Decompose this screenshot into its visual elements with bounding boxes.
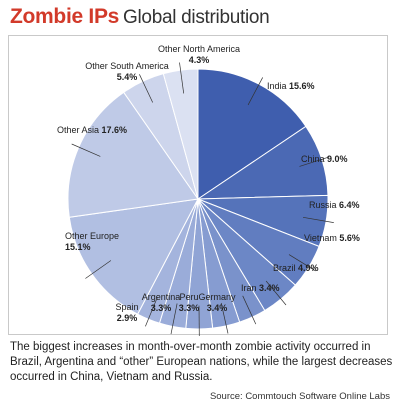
slice-label-name: India xyxy=(267,81,287,91)
chart-panel: India 15.6% China 9.0% Russia 6.4% Vietnam … xyxy=(8,35,388,336)
pie-chart: India 15.6% China 9.0% Russia 6.4% Vietnam … xyxy=(57,44,360,336)
pie-slices xyxy=(67,68,329,330)
slice-label-china: China 9.0% xyxy=(301,154,348,164)
slice-label-vietnam: Vietnam 5.6% xyxy=(304,233,360,243)
slice-label-value: 9.0% xyxy=(325,154,348,164)
slice-label-value: 3.3% xyxy=(179,303,200,313)
slice-label-name: Vietnam xyxy=(304,233,337,243)
leader-line-other-asia xyxy=(71,143,101,157)
slice-label-peru: Peru 3.3% xyxy=(179,292,200,313)
slice-label-value: 17.6% xyxy=(99,125,127,135)
title-rest: Global distribution xyxy=(123,7,270,28)
slice-label-value: 5.4% xyxy=(117,72,138,82)
slice-label-russia: Russia 6.4% xyxy=(309,200,360,210)
slice-label-spain: Spain 2.9% xyxy=(115,302,138,323)
slice-labels: India 15.6% China 9.0% Russia 6.4% Vietnam … xyxy=(57,44,360,323)
leader-lines xyxy=(71,62,334,336)
leader-line-argentina xyxy=(170,303,178,335)
slice-label-brazil: Brazil 4.9% xyxy=(273,263,319,273)
leader-line-other-europe xyxy=(85,260,112,279)
slice-label-name: Russia xyxy=(309,200,337,210)
slice-label-value: 6.4% xyxy=(337,200,360,210)
slice-label-other-asia: Other Asia 17.6% xyxy=(57,125,127,135)
slice-label-iran: Iran 3.4% xyxy=(241,283,280,293)
slice-label-name: Argentina xyxy=(142,292,181,302)
slice-label-name: Peru xyxy=(179,292,198,302)
slice-label-name: Brazil xyxy=(273,263,296,273)
slice-label-value: 15.1% xyxy=(65,242,91,252)
leader-line-brazil xyxy=(265,280,287,306)
slice-label-other-europe: Other Europe 15.1% xyxy=(65,231,119,252)
slice-label-value: 4.3% xyxy=(189,55,210,65)
slice-label-argentina: Argentina 3.3% xyxy=(142,292,181,313)
slice-label-other-north-america: Other North America 4.3% xyxy=(158,44,240,65)
slice-label-name: Other South America xyxy=(85,61,169,71)
slice-label-name: Germany xyxy=(198,292,236,302)
leader-line-india xyxy=(247,77,264,106)
slice-label-value: 3.3% xyxy=(151,303,172,313)
leader-line-spain xyxy=(145,297,158,327)
leader-line-iran xyxy=(242,295,257,325)
leader-line-vietnam xyxy=(288,254,316,272)
slice-label-name: Spain xyxy=(115,302,138,312)
chart-title: Zombie IPs Global distribution xyxy=(10,5,270,31)
slice-label-germany: Germany 3.4% xyxy=(198,292,236,313)
slice-label-value: 2.9% xyxy=(117,313,138,323)
slice-label-value: 3.4% xyxy=(207,303,228,313)
slice-label-name: Other Europe xyxy=(65,231,119,241)
slice-label-value: 5.6% xyxy=(337,233,360,243)
slice-label-name: Other North America xyxy=(158,44,240,54)
leader-line-other-north-america xyxy=(179,62,185,94)
slice-label-value: 3.4% xyxy=(257,283,280,293)
leader-line-china xyxy=(299,156,330,167)
leader-line-germany xyxy=(220,302,229,334)
slice-label-other-south-america: Other South America 5.4% xyxy=(85,61,169,82)
slice-label-name: China xyxy=(301,154,325,164)
caption-text: The biggest increases in month-over-mont… xyxy=(10,341,393,383)
leader-line-russia xyxy=(302,216,334,223)
title-bold: Zombie IPs xyxy=(10,5,120,28)
leader-line-other-south-america xyxy=(139,74,154,103)
slice-label-name: Iran xyxy=(241,283,257,293)
slice-label-value: 15.6% xyxy=(287,81,315,91)
slice-label-india: India 15.6% xyxy=(267,81,315,91)
slice-label-name: Other Asia xyxy=(57,125,99,135)
source-credit: Source: Commtouch Software Online Labs xyxy=(209,391,390,402)
slice-label-value: 4.9% xyxy=(296,263,319,273)
